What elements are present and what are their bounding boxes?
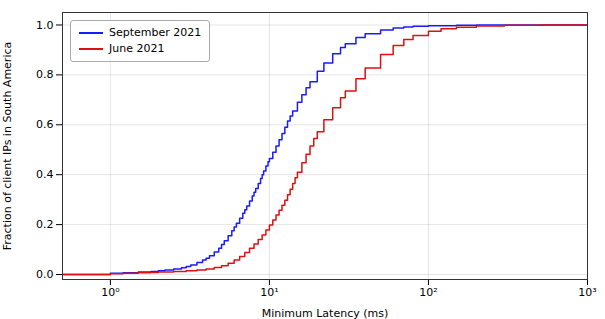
svg-text:Minimum Latency (ms): Minimum Latency (ms) bbox=[262, 307, 388, 319]
svg-text:1.0: 1.0 bbox=[36, 18, 54, 31]
svg-text:10⁰: 10⁰ bbox=[101, 286, 120, 299]
svg-text:Fraction of client IPs in Sout: Fraction of client IPs in South America bbox=[1, 42, 14, 251]
svg-text:0.6: 0.6 bbox=[36, 118, 54, 131]
svg-text:10¹: 10¹ bbox=[260, 286, 278, 299]
svg-text:0.4: 0.4 bbox=[36, 168, 54, 181]
svg-text:0.0: 0.0 bbox=[36, 268, 54, 281]
html-text:June 2021: June 2021 bbox=[109, 42, 165, 55]
svg-text:0.8: 0.8 bbox=[36, 68, 54, 81]
svg-text:10³: 10³ bbox=[578, 286, 596, 299]
svg-text:0.2: 0.2 bbox=[36, 218, 54, 231]
svg-text:10²: 10² bbox=[419, 286, 437, 299]
html-text:September 2021: September 2021 bbox=[109, 26, 202, 39]
